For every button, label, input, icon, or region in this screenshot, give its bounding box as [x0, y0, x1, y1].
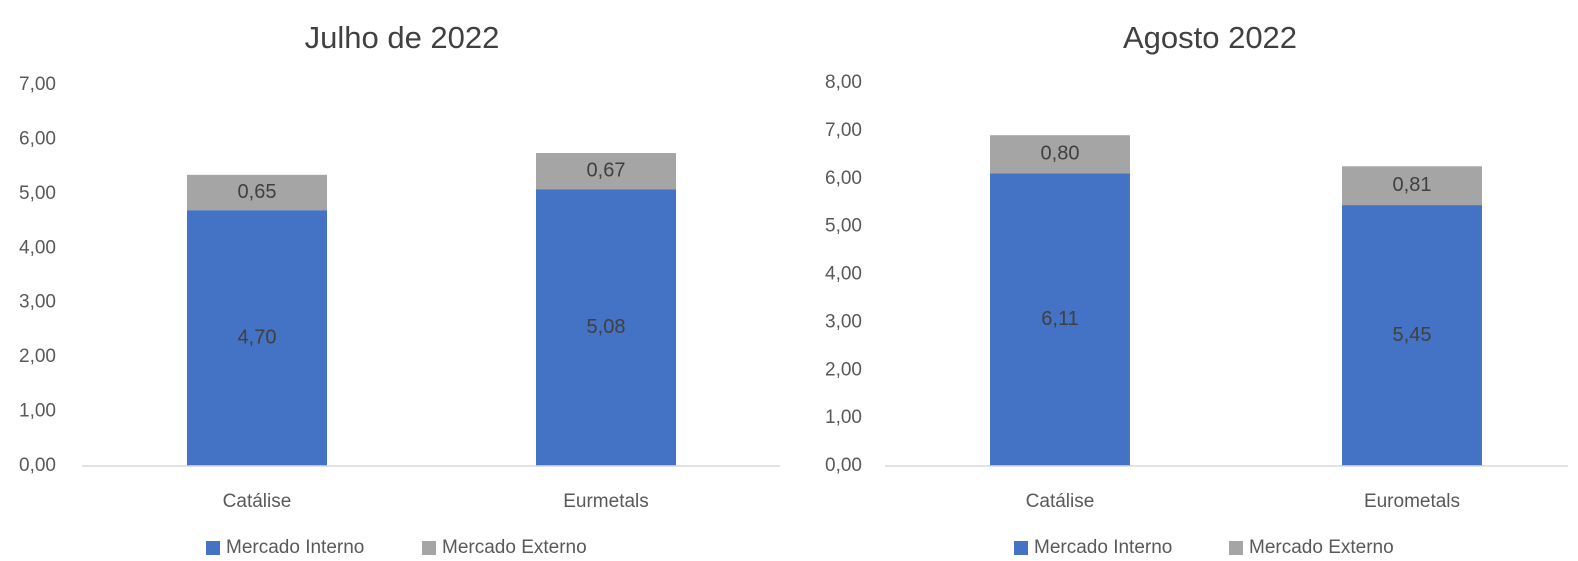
chart-title: Agosto 2022 — [1123, 20, 1297, 55]
y-tick-label: 2,00 — [19, 346, 56, 367]
y-tick-label: 5,00 — [825, 216, 862, 237]
y-tick-label: 4,00 — [19, 237, 56, 258]
y-tick-label: 1,00 — [825, 407, 862, 428]
legend-swatch — [1229, 541, 1243, 555]
data-label: 0,81 — [1393, 174, 1432, 196]
y-tick-label: 0,00 — [825, 455, 862, 476]
category-label: Eurometals — [1364, 491, 1460, 512]
y-tick-label: 3,00 — [19, 292, 56, 313]
y-tick-label: 7,00 — [19, 74, 56, 95]
bar-mercado-externo — [536, 153, 676, 190]
chart-title: Julho de 2022 — [305, 20, 500, 55]
data-label: 0,80 — [1041, 143, 1080, 165]
y-tick-label: 0,00 — [19, 455, 56, 476]
bar-mercado-interno — [187, 210, 327, 466]
y-tick-label: 3,00 — [825, 311, 862, 332]
bar-mercado-interno — [990, 173, 1130, 466]
data-label: 6,11 — [1041, 308, 1078, 330]
category-label: Catálise — [1026, 491, 1095, 512]
y-tick-label: 7,00 — [825, 120, 862, 141]
bar-mercado-interno — [536, 189, 676, 466]
category-label: Catálise — [223, 491, 292, 512]
y-tick-label: 6,00 — [19, 128, 56, 149]
bar-mercado-externo — [187, 174, 327, 211]
data-label: 0,67 — [587, 160, 626, 182]
legend-swatch — [1014, 541, 1028, 555]
y-tick-label: 5,00 — [19, 183, 56, 204]
chart-1: Julho de 2022 0,00 1,00 2,00 3,00 4,00 5,00 6,0… — [19, 20, 780, 558]
y-tick-label: 4,00 — [825, 264, 862, 285]
chart-2: Agosto 2022 0,00 1,00 2,00 3,00 4,00 5,00 6,00 7… — [825, 20, 1568, 558]
legend-label: Mercado Externo — [442, 537, 587, 558]
y-tick-label: 6,00 — [825, 168, 862, 189]
y-tick-label: 1,00 — [19, 401, 56, 422]
data-label: 5,45 — [1393, 324, 1432, 346]
data-label: 4,70 — [238, 326, 277, 348]
y-tick-label: 2,00 — [825, 359, 862, 380]
bar-mercado-externo — [1342, 166, 1482, 206]
bar-mercado-interno — [1342, 205, 1482, 467]
legend-swatch — [422, 541, 436, 555]
data-label: 5,08 — [587, 316, 626, 338]
category-label: Eurmetals — [563, 491, 649, 512]
legend-label: Mercado Externo — [1249, 537, 1394, 558]
bar-mercado-externo — [990, 135, 1130, 174]
legend-label: Mercado Interno — [226, 537, 364, 558]
legend-swatch — [206, 541, 220, 555]
data-label: 0,65 — [238, 181, 277, 203]
y-tick-label: 8,00 — [825, 72, 862, 93]
legend-label: Mercado Interno — [1034, 537, 1172, 558]
